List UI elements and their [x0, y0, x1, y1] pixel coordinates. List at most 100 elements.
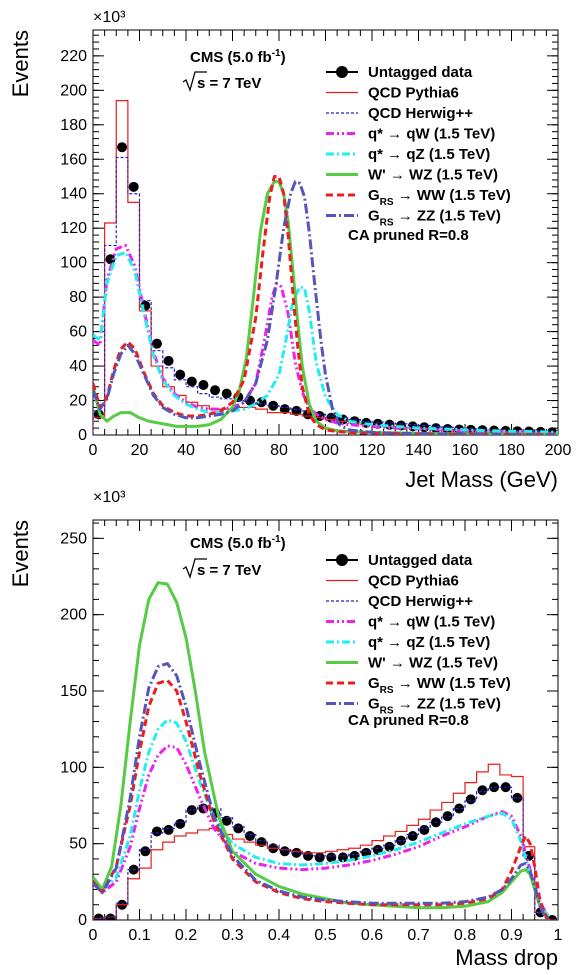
annotation-ca-pruned: CA pruned R=0.8 [348, 227, 469, 244]
data-point [175, 369, 186, 380]
data-point [279, 404, 290, 415]
data-point [151, 826, 162, 837]
data-point [117, 142, 128, 153]
data-point [221, 388, 232, 399]
energy-label: s = 7 TeV [197, 562, 261, 579]
x-axis-label: Mass drop [455, 945, 558, 970]
legend-label-sub: RS [380, 197, 394, 208]
y-axis-label: Events [8, 520, 33, 587]
x-tick-label: 180 [498, 442, 525, 459]
data-point [186, 805, 197, 816]
data-point [303, 409, 314, 420]
series-qcd-herwig [93, 786, 558, 920]
y-tick-label: 100 [60, 759, 87, 776]
x-tick-label: 0 [89, 442, 98, 459]
y-tick-label: 50 [69, 836, 87, 853]
cms-label-close: ) [281, 49, 286, 66]
y-tick-label: 100 [60, 255, 87, 272]
legend-label-base: G [368, 675, 380, 692]
x-tick-label: 0.6 [361, 927, 383, 944]
legend-label-qcd-herwig: QCD Herwig++ [368, 593, 473, 610]
y-tick-label: 200 [60, 607, 87, 624]
series-q-qz-1-5-tev [93, 718, 550, 918]
legend-label-base: q* → qW (1.5 TeV) [368, 614, 495, 631]
legend-label-rest: → ZZ (1.5 TeV) [394, 208, 501, 225]
legend-label-untagged-data: Untagged data [368, 64, 473, 81]
data-point [337, 852, 348, 863]
data-point [384, 841, 395, 852]
series-qcd-pythia6 [93, 763, 558, 920]
legend-label-base: G [368, 187, 380, 204]
x-tick-label: 100 [312, 442, 339, 459]
legend-label-qcd-pythia6: QCD Pythia6 [368, 85, 459, 102]
series-g-rs-zz-1-5-tev [93, 662, 550, 920]
y-axis-label: Events [8, 30, 33, 97]
annotation-ca-pruned: CA pruned R=0.8 [348, 712, 469, 729]
x-tick-label: 200 [545, 442, 572, 459]
y-tick-label: 180 [60, 117, 87, 134]
data-point [477, 785, 488, 796]
legend-label-qcd-pythia6: QCD Pythia6 [368, 573, 459, 590]
y-tick-label: 150 [60, 683, 87, 700]
y-tick-label: 20 [69, 393, 87, 410]
data-point [407, 831, 418, 842]
legend-label-base: Untagged data [368, 64, 473, 81]
data-point [163, 824, 174, 835]
legend-label-rest: → ZZ (1.5 TeV) [394, 696, 501, 713]
cms-label-text: CMS (5.0 fb [190, 535, 272, 552]
legend-label-sub: RS [380, 706, 394, 717]
data-point [128, 181, 139, 192]
x-tick-label: 0.2 [175, 927, 197, 944]
sqrt-symbol [182, 71, 207, 93]
cms-label-close: ) [281, 535, 286, 552]
y-tick-label: 200 [60, 82, 87, 99]
series-g-rs-ww-1-5-tev [93, 678, 550, 920]
data-point [419, 824, 430, 835]
cms-label-sup: -1 [272, 48, 281, 59]
x-axis-label: Jet Mass (GeV) [405, 467, 558, 492]
data-point [465, 794, 476, 805]
series-group [93, 100, 558, 435]
legend-label-q-qz-1-5-tev: q* → qZ (1.5 TeV) [368, 634, 490, 651]
legend-label-q-qw-1-5-tev: q* → qW (1.5 TeV) [368, 126, 495, 143]
legend-label-base: W' → WZ (1.5 TeV) [368, 167, 498, 184]
x-tick-label: 0.4 [268, 927, 290, 944]
legend-label-base: q* → qW (1.5 TeV) [368, 126, 495, 143]
jet-mass-panel: 0 20 40 60 80 100 120 140 160 180 200 0 20 40 60 80 100 1… [8, 9, 571, 492]
axis-multiplier: ×10³ [93, 489, 126, 506]
legend-label-base: Untagged data [368, 552, 473, 569]
x-tick-label: 0.3 [221, 927, 243, 944]
legend-marker-data [336, 554, 348, 566]
legend-label-base: QCD Herwig++ [368, 105, 473, 122]
y-tick-label: 250 [60, 530, 87, 547]
x-tick-label: 80 [270, 442, 288, 459]
legend-label-base: QCD Herwig++ [368, 593, 473, 610]
data-point [314, 852, 325, 863]
data-point [244, 831, 255, 842]
data-point [396, 835, 407, 846]
legend-label-base: q* → qZ (1.5 TeV) [368, 146, 490, 163]
legend-label-base: QCD Pythia6 [368, 85, 459, 102]
series-group [93, 581, 558, 920]
data-point [198, 380, 209, 391]
legend-label-rest: → WW (1.5 TeV) [394, 187, 511, 204]
legend-label-g-rs-zz-1-5-tev: GRS → ZZ (1.5 TeV) [368, 208, 501, 229]
data-point [489, 782, 500, 793]
y-tick-label: 40 [69, 358, 87, 375]
plot-frame [92, 519, 559, 921]
y-tick-label: 160 [60, 151, 87, 168]
data-point [547, 915, 558, 920]
x-tick-label: 0.5 [314, 927, 336, 944]
series-g-rs-zz-1-5-tev [93, 180, 558, 435]
data-point [279, 846, 290, 857]
data-point [512, 792, 523, 803]
x-tick-label: 40 [177, 442, 195, 459]
x-tick-label: 0 [89, 927, 98, 944]
y-tick-label: 120 [60, 220, 87, 237]
x-tick-label: 140 [405, 442, 432, 459]
legend-marker-data [336, 66, 348, 78]
data-point [442, 811, 453, 822]
cms-label-text: CMS (5.0 fb [190, 49, 272, 66]
data-point [326, 412, 337, 423]
